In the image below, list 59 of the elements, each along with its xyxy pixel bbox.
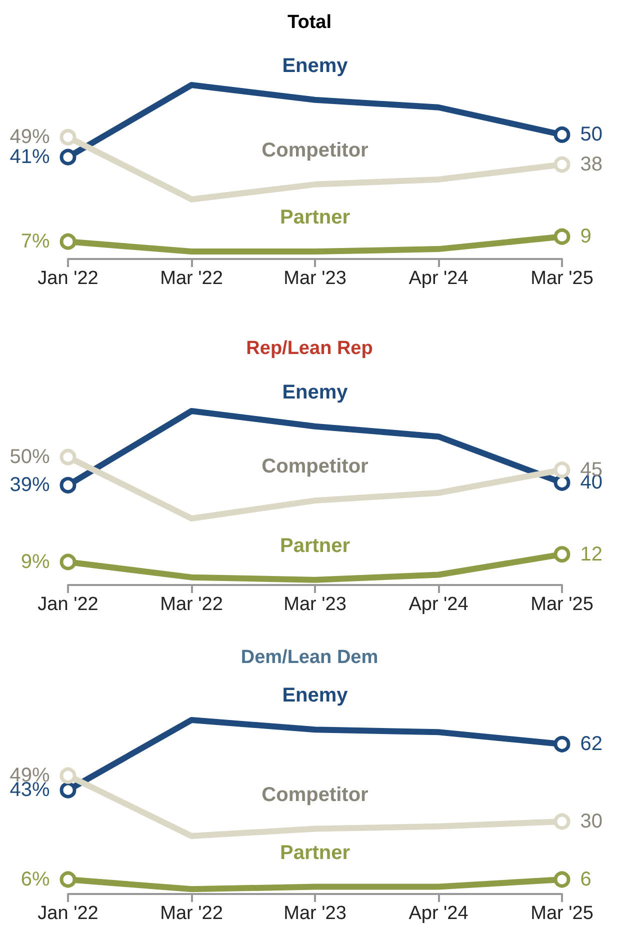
x-tick-label: Mar '25	[530, 594, 594, 615]
chart-title: Dem/Lean Dem	[240, 647, 378, 668]
series-label: Competitor	[262, 456, 369, 478]
point	[554, 813, 570, 830]
data-label: 6	[580, 868, 592, 890]
point	[60, 554, 76, 570]
point	[60, 871, 76, 888]
series-label: Enemy	[282, 54, 349, 77]
x-tick-label: Mar '25	[530, 268, 594, 289]
x-tick-label: Apr '24	[408, 594, 469, 615]
data-label: 12	[580, 543, 602, 566]
point	[60, 448, 76, 466]
data-label: 38	[580, 154, 602, 176]
x-tick-label: Apr '24	[408, 903, 469, 924]
data-label: 9%	[20, 550, 50, 573]
series-label: Competitor	[262, 139, 369, 162]
point	[60, 128, 76, 146]
data-label: 9	[580, 226, 592, 248]
series-label: Enemy	[282, 381, 349, 404]
data-label: 41%	[10, 146, 50, 168]
chart-title: Total	[288, 12, 332, 33]
series-label: Partner	[280, 842, 350, 864]
x-tick-label: Mar '23	[284, 268, 346, 289]
data-label: 39%	[10, 474, 50, 496]
point	[554, 736, 570, 752]
point	[60, 476, 76, 494]
x-tick-label: Jan '22	[38, 268, 98, 289]
series-label: Partner	[280, 206, 350, 229]
x-tick-label: Mar '22	[160, 268, 223, 289]
x-tick-label: Mar '25	[530, 903, 594, 924]
point	[554, 871, 570, 888]
point	[60, 782, 76, 798]
data-label: 50	[580, 124, 602, 146]
data-label: 62	[580, 733, 602, 756]
x-tick-label: Mar '22	[160, 903, 223, 924]
series-label: Enemy	[282, 684, 349, 707]
chart-title: Rep/Lean Rep	[246, 338, 373, 359]
x-tick-label: Mar '23	[284, 903, 346, 924]
data-label: 30	[580, 810, 602, 832]
point	[60, 233, 76, 250]
x-tick-label: Mar '23	[284, 594, 346, 615]
point	[554, 156, 570, 173]
data-label: 50%	[10, 446, 50, 468]
point	[60, 767, 76, 784]
point	[554, 474, 570, 491]
series-label: Competitor	[262, 784, 369, 806]
data-label: 7%	[20, 230, 50, 253]
x-tick-label: Mar '22	[160, 594, 223, 615]
data-label: 49%	[10, 126, 50, 148]
point	[554, 546, 570, 563]
point	[554, 462, 570, 478]
series-label: Partner	[280, 534, 350, 557]
x-tick-label: Jan '22	[38, 903, 98, 924]
data-label: 6%	[20, 868, 50, 890]
point	[554, 228, 570, 245]
point	[554, 126, 570, 143]
point	[60, 148, 76, 166]
x-tick-label: Apr '24	[408, 268, 469, 289]
x-tick-label: Jan '22	[38, 594, 98, 615]
